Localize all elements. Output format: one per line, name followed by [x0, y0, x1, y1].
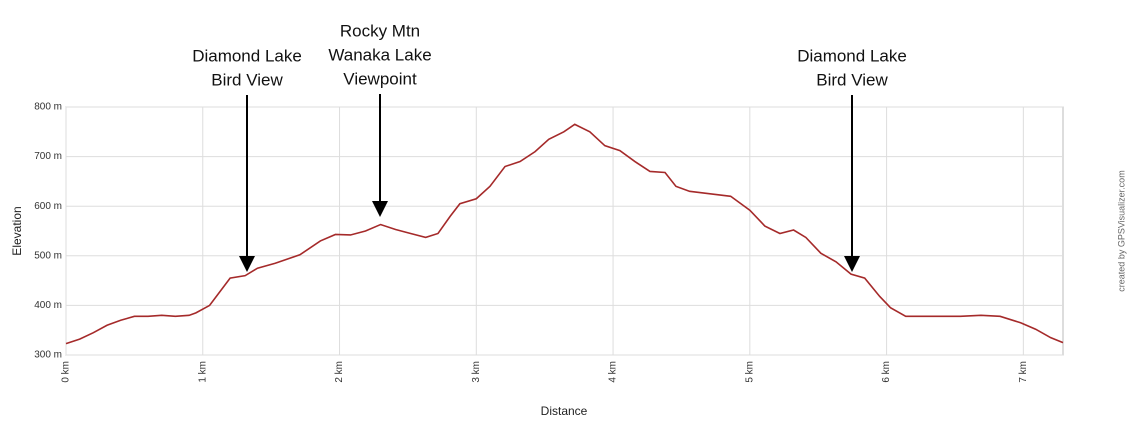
- elevation-line: [65, 123, 1064, 345]
- x-tick-label: 7 km: [1018, 361, 1029, 383]
- y-tick-label: 500 m: [34, 250, 62, 261]
- x-tick-label: 6 km: [881, 361, 892, 383]
- x-tick-label: 4 km: [608, 361, 619, 383]
- x-axis-label: Distance: [541, 404, 588, 418]
- annotation-text: Bird View: [816, 70, 888, 89]
- y-tick-label: 400 m: [34, 300, 62, 311]
- annotation-text: Wanaka Lake: [328, 45, 431, 64]
- x-tick-label: 2 km: [334, 361, 345, 383]
- x-tick-label: 3 km: [471, 361, 482, 383]
- annotation-text: Rocky Mtn: [340, 21, 420, 40]
- x-tick-label: 5 km: [744, 361, 755, 383]
- annotation-text: Diamond Lake: [192, 46, 302, 65]
- credit: created by GPSVisualizer.com: [1116, 170, 1126, 291]
- y-tick-label: 800 m: [34, 102, 62, 113]
- plot-area: [65, 106, 1064, 356]
- annotation-text: Diamond Lake: [797, 46, 907, 65]
- annotation-text: Bird View: [211, 70, 283, 89]
- y-tick-label: 700 m: [34, 151, 62, 162]
- y-tick-label: 600 m: [34, 201, 62, 212]
- x-tick-label: 0 km: [61, 361, 72, 383]
- y-tick-label: 300 m: [34, 350, 62, 361]
- y-axis-label: Elevation: [10, 206, 24, 255]
- annotation-text: Viewpoint: [343, 69, 417, 88]
- x-tick-label: 1 km: [197, 361, 208, 383]
